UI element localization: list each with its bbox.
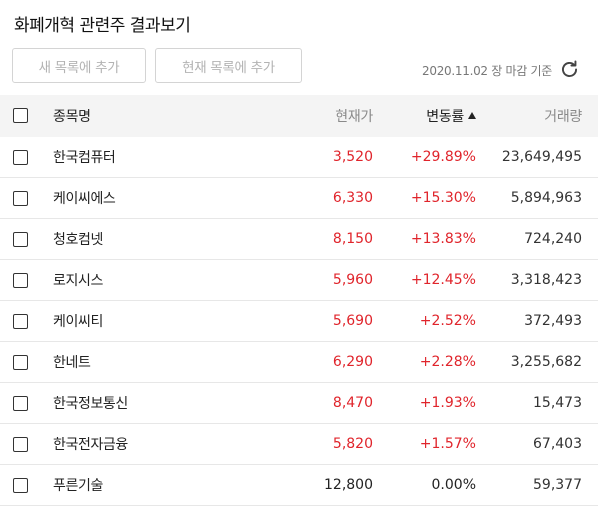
table-row[interactable]: 로지시스 5,960 +12.45% 3,318,423 (0, 260, 598, 301)
column-header-price[interactable]: 현재가 (335, 109, 373, 125)
row-checkbox[interactable] (13, 150, 28, 165)
column-header-name[interactable]: 종목명 (53, 109, 91, 125)
stock-name[interactable]: 한국컴퓨터 (53, 150, 116, 166)
stock-name[interactable]: 한국정보통신 (53, 396, 128, 412)
stock-change-rate: +15.30% (410, 190, 476, 206)
stock-price: 3,520 (332, 149, 373, 165)
stock-price: 5,690 (332, 313, 373, 329)
page-title: 화폐개혁 관련주 결과보기 (14, 16, 191, 36)
stock-change-rate: +1.93% (419, 395, 476, 411)
row-checkbox[interactable] (13, 232, 28, 247)
row-checkbox[interactable] (13, 355, 28, 370)
row-checkbox[interactable] (13, 437, 28, 452)
table-row[interactable]: 케이씨티 5,690 +2.52% 372,493 (0, 301, 598, 342)
row-checkbox[interactable] (13, 478, 28, 493)
select-all-checkbox[interactable] (13, 108, 28, 123)
stock-change-rate: +1.57% (419, 436, 476, 452)
table-row[interactable]: 한국전자금융 5,820 +1.57% 67,403 (0, 424, 598, 465)
stock-change-rate: +29.89% (410, 149, 476, 165)
refresh-icon[interactable] (559, 59, 580, 80)
stock-change-rate: +13.83% (410, 231, 476, 247)
stock-price: 5,960 (332, 272, 373, 288)
row-checkbox[interactable] (13, 314, 28, 329)
stock-name[interactable]: 한국전자금융 (53, 437, 128, 453)
stock-name[interactable]: 로지시스 (53, 273, 103, 289)
column-header-rate-label: 변동률 (426, 109, 464, 125)
stock-volume: 3,255,682 (510, 354, 582, 370)
stock-name[interactable]: 푸른기술 (53, 478, 103, 494)
stock-name[interactable]: 케이씨티 (53, 314, 103, 330)
add-to-current-list-button[interactable]: 현재 목록에 추가 (155, 48, 302, 83)
stock-volume: 3,318,423 (510, 272, 582, 288)
row-checkbox[interactable] (13, 273, 28, 288)
stock-price: 6,330 (332, 190, 373, 206)
stock-name[interactable]: 청호컴넷 (53, 232, 103, 248)
table-header-row: 종목명 현재가 변동률 거래량 (0, 95, 598, 137)
table-row[interactable]: 푸른기술 12,800 0.00% 59,377 (0, 465, 598, 506)
table-row[interactable]: 한네트 6,290 +2.28% 3,255,682 (0, 342, 598, 383)
row-checkbox[interactable] (13, 396, 28, 411)
stock-change-rate: +2.52% (419, 313, 476, 329)
sort-ascending-icon (468, 111, 476, 119)
stock-change-rate: +12.45% (410, 272, 476, 288)
stock-price: 5,820 (332, 436, 373, 452)
stock-volume: 724,240 (524, 231, 582, 247)
add-to-new-list-button[interactable]: 새 목록에 추가 (12, 48, 146, 83)
stock-price: 12,800 (324, 477, 373, 493)
table-row[interactable]: 청호컴넷 8,150 +13.83% 724,240 (0, 219, 598, 260)
stock-change-rate: 0.00% (431, 477, 476, 493)
stock-volume: 67,403 (533, 436, 582, 452)
stock-price: 6,290 (332, 354, 373, 370)
stock-volume: 372,493 (524, 313, 582, 329)
table-row[interactable]: 한국정보통신 8,470 +1.93% 15,473 (0, 383, 598, 424)
stock-price: 8,150 (332, 231, 373, 247)
stock-volume: 23,649,495 (501, 149, 582, 165)
row-checkbox[interactable] (13, 191, 28, 206)
table-row[interactable]: 한국컴퓨터 3,520 +29.89% 23,649,495 (0, 137, 598, 178)
stock-volume: 5,894,963 (510, 190, 582, 206)
stock-name[interactable]: 케이씨에스 (53, 191, 116, 207)
stock-volume: 59,377 (533, 477, 582, 493)
table-row[interactable]: 케이씨에스 6,330 +15.30% 5,894,963 (0, 178, 598, 219)
stock-table: 종목명 현재가 변동률 거래량 한국컴퓨터 3,520 +29.89% 23,649,… (0, 95, 598, 506)
stock-volume: 15,473 (533, 395, 582, 411)
stock-change-rate: +2.28% (419, 354, 476, 370)
stock-name[interactable]: 한네트 (53, 355, 91, 371)
as-of-timestamp: 2020.11.02 장 마감 기준 (422, 64, 552, 78)
column-header-volume[interactable]: 거래량 (544, 109, 582, 125)
stock-price: 8,470 (332, 395, 373, 411)
column-header-rate[interactable]: 변동률 (426, 95, 476, 137)
